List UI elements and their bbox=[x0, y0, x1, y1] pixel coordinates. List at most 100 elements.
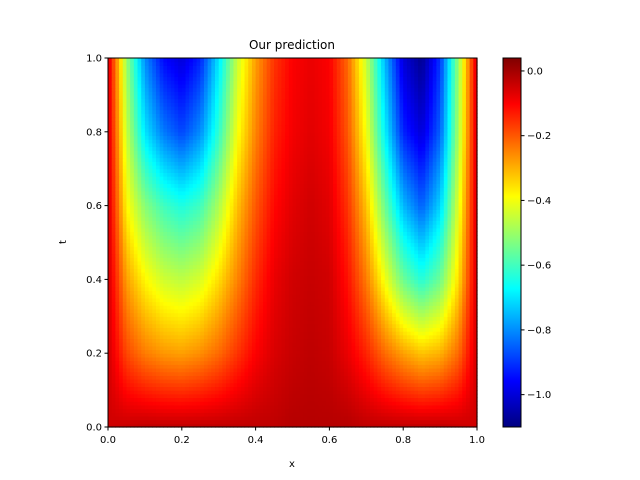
heatmap-cell bbox=[458, 423, 463, 428]
heatmap-cell bbox=[318, 371, 323, 376]
heatmap-cell bbox=[292, 327, 297, 332]
heatmap-cell bbox=[362, 386, 367, 391]
heatmap-cell bbox=[159, 382, 164, 388]
heatmap-cell bbox=[340, 404, 345, 410]
heatmap-cell bbox=[170, 246, 176, 251]
heatmap-cell bbox=[211, 415, 216, 421]
heatmap-cell bbox=[329, 316, 334, 321]
heatmap-cell bbox=[395, 249, 401, 255]
heatmap-cell bbox=[122, 279, 128, 284]
heatmap-cell bbox=[119, 334, 124, 340]
heatmap-cell bbox=[347, 397, 353, 402]
heatmap-cell bbox=[318, 275, 323, 280]
heatmap-cell bbox=[133, 397, 139, 402]
heatmap-cell bbox=[215, 297, 220, 303]
heatmap-cell bbox=[369, 393, 375, 399]
heatmap-cell bbox=[126, 323, 131, 328]
heatmap-cell bbox=[148, 408, 153, 413]
heatmap-cell bbox=[336, 253, 342, 258]
heatmap-cell bbox=[207, 390, 212, 395]
heatmap-cell bbox=[226, 249, 231, 255]
heatmap-cell bbox=[429, 423, 434, 428]
heatmap-cell bbox=[299, 390, 305, 395]
heatmap-cell bbox=[318, 331, 323, 336]
heatmap-cell bbox=[432, 308, 438, 314]
heatmap-cell bbox=[373, 301, 378, 306]
heatmap-cell bbox=[229, 360, 235, 365]
heatmap-cell bbox=[152, 386, 157, 391]
heatmap-cell bbox=[458, 397, 463, 402]
heatmap-cell bbox=[318, 305, 323, 310]
heatmap-cell bbox=[137, 349, 142, 354]
heatmap-cell bbox=[440, 408, 445, 413]
heatmap-cell bbox=[229, 253, 235, 258]
heatmap-cell bbox=[240, 382, 246, 388]
heatmap-cell bbox=[203, 345, 209, 351]
heatmap-cell bbox=[240, 283, 246, 288]
heatmap-cell bbox=[336, 308, 342, 314]
heatmap-cell bbox=[436, 264, 441, 269]
heatmap-cell bbox=[447, 246, 452, 251]
heatmap-cell bbox=[251, 401, 257, 406]
heatmap-cell bbox=[122, 390, 128, 395]
heatmap-cell bbox=[432, 257, 438, 262]
heatmap-cell bbox=[170, 382, 176, 388]
heatmap-cell bbox=[262, 367, 268, 373]
heatmap-cell bbox=[429, 249, 434, 255]
heatmap-cell bbox=[429, 323, 434, 328]
heatmap-cell bbox=[266, 356, 271, 362]
heatmap-cell bbox=[196, 360, 201, 365]
heatmap-cell bbox=[144, 419, 150, 424]
heatmap-cell bbox=[373, 323, 378, 328]
heatmap-cell bbox=[443, 331, 449, 336]
heatmap-cell bbox=[192, 356, 198, 362]
heatmap-cell bbox=[440, 412, 445, 417]
heatmap-cell bbox=[185, 404, 190, 410]
heatmap-cell bbox=[303, 353, 308, 358]
heatmap-cell bbox=[196, 331, 201, 336]
heatmap-cell bbox=[288, 283, 294, 288]
heatmap-cell bbox=[358, 408, 364, 413]
heatmap-cell bbox=[266, 246, 271, 251]
heatmap-cell bbox=[429, 257, 434, 262]
heatmap-cell bbox=[429, 283, 434, 288]
heatmap-cell bbox=[344, 375, 349, 380]
heatmap-cell bbox=[170, 349, 176, 354]
heatmap-cell bbox=[181, 253, 187, 258]
heatmap-cell bbox=[244, 264, 249, 269]
heatmap-cell bbox=[336, 412, 342, 417]
heatmap-cell bbox=[262, 408, 268, 413]
heatmap-cell bbox=[336, 249, 342, 255]
heatmap-cell bbox=[167, 246, 172, 251]
heatmap-cell bbox=[347, 257, 353, 262]
heatmap-cell bbox=[336, 404, 342, 410]
heatmap-cell bbox=[259, 331, 264, 336]
heatmap-cell bbox=[203, 290, 209, 295]
heatmap-cell bbox=[392, 294, 397, 299]
heatmap-cell bbox=[189, 290, 194, 295]
heatmap-cell bbox=[277, 272, 283, 277]
heatmap-cell bbox=[111, 290, 116, 295]
heatmap-cell bbox=[141, 279, 146, 284]
heatmap-cell bbox=[340, 290, 345, 295]
heatmap-cell bbox=[425, 246, 430, 251]
heatmap-cell bbox=[255, 367, 260, 373]
heatmap-cell bbox=[465, 408, 471, 413]
heatmap-cell bbox=[181, 382, 187, 388]
heatmap-cell bbox=[369, 375, 375, 380]
heatmap-cell bbox=[314, 345, 319, 351]
heatmap-cell bbox=[148, 360, 153, 365]
heatmap-cell bbox=[355, 294, 360, 299]
heatmap-cell bbox=[369, 390, 375, 395]
heatmap-cell bbox=[462, 331, 467, 336]
heatmap-cell bbox=[392, 408, 397, 413]
heatmap-cell bbox=[462, 334, 467, 340]
heatmap-cell bbox=[421, 275, 426, 280]
heatmap-cell bbox=[406, 283, 412, 288]
heatmap-cell bbox=[251, 272, 257, 277]
heatmap-cell bbox=[111, 367, 116, 373]
heatmap-cell bbox=[417, 249, 423, 255]
heatmap-cell bbox=[274, 246, 279, 251]
heatmap-cell bbox=[410, 327, 415, 332]
heatmap-cell bbox=[196, 390, 201, 395]
